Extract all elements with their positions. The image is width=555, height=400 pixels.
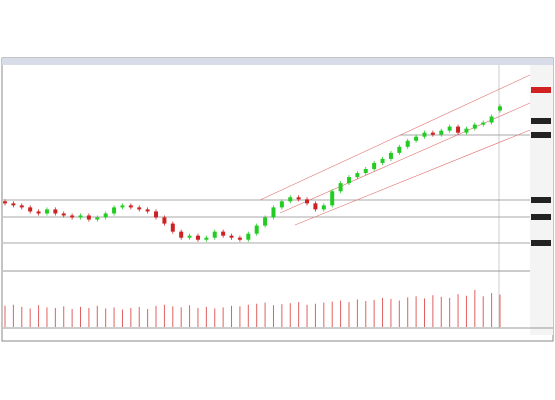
price-tag (531, 214, 551, 220)
candle-body (254, 225, 259, 234)
candle-body (103, 213, 108, 218)
candle-body (95, 217, 100, 220)
candle-body (313, 203, 318, 210)
candle-body (430, 132, 435, 135)
candle-body (154, 211, 159, 218)
candle-body (229, 235, 234, 238)
candle-body (397, 146, 402, 153)
candle-body (481, 122, 486, 125)
candle-body (221, 231, 226, 236)
marks (3, 104, 502, 327)
price-tag (531, 87, 551, 93)
candle-body (439, 130, 444, 135)
candle-body (19, 205, 24, 208)
candle-body (321, 205, 326, 210)
candle-body (464, 128, 469, 133)
candle-body (120, 205, 125, 208)
candle-body (422, 132, 427, 137)
candle-body (237, 237, 242, 240)
candle-body (271, 207, 276, 218)
frame (1, 57, 554, 342)
candle-body (78, 215, 83, 218)
candle-body (246, 233, 251, 240)
candle-body (112, 207, 117, 214)
candle-body (128, 205, 133, 208)
candle-body (11, 203, 16, 206)
channel-line (294, 129, 531, 226)
price-tag (531, 132, 551, 138)
candle-body (263, 217, 268, 226)
candle-body (414, 136, 419, 141)
price-tag (531, 240, 551, 246)
candle-body (363, 169, 368, 174)
candle-body (346, 177, 351, 184)
candle-body (472, 124, 477, 129)
candle-body (179, 231, 184, 238)
candle-body (489, 116, 494, 123)
candle-body (372, 162, 377, 170)
candle-body (204, 237, 209, 240)
candle-body (355, 173, 360, 178)
candle-body (61, 213, 66, 216)
candle-body (405, 140, 410, 147)
candle-body (330, 191, 335, 206)
candle-body (53, 209, 58, 214)
candle-body (380, 158, 385, 163)
candle-body (456, 126, 461, 133)
candle-body (86, 215, 91, 220)
candle-body (279, 201, 284, 208)
toolbar (2, 58, 553, 65)
candle-body (70, 215, 75, 218)
candle-body (305, 199, 310, 204)
candle-body (288, 197, 293, 202)
candle-body (162, 217, 167, 224)
candle-body (187, 235, 192, 238)
candle-body (195, 235, 200, 240)
price-tag (531, 197, 551, 203)
channel-line (259, 74, 531, 201)
candle-body (170, 223, 175, 232)
channel-line (279, 102, 531, 214)
candle-body (212, 231, 217, 238)
candle-body (388, 152, 393, 159)
candle-body (145, 209, 150, 212)
candle-body (3, 201, 7, 204)
candle-body (44, 209, 49, 214)
price-tag (531, 118, 551, 124)
candle-body (36, 211, 41, 214)
candle-body (296, 197, 301, 200)
candle-body (447, 126, 452, 131)
candle-body (137, 207, 142, 210)
candle-body (28, 207, 33, 212)
candle-body (498, 106, 502, 111)
candle-body (338, 183, 343, 192)
